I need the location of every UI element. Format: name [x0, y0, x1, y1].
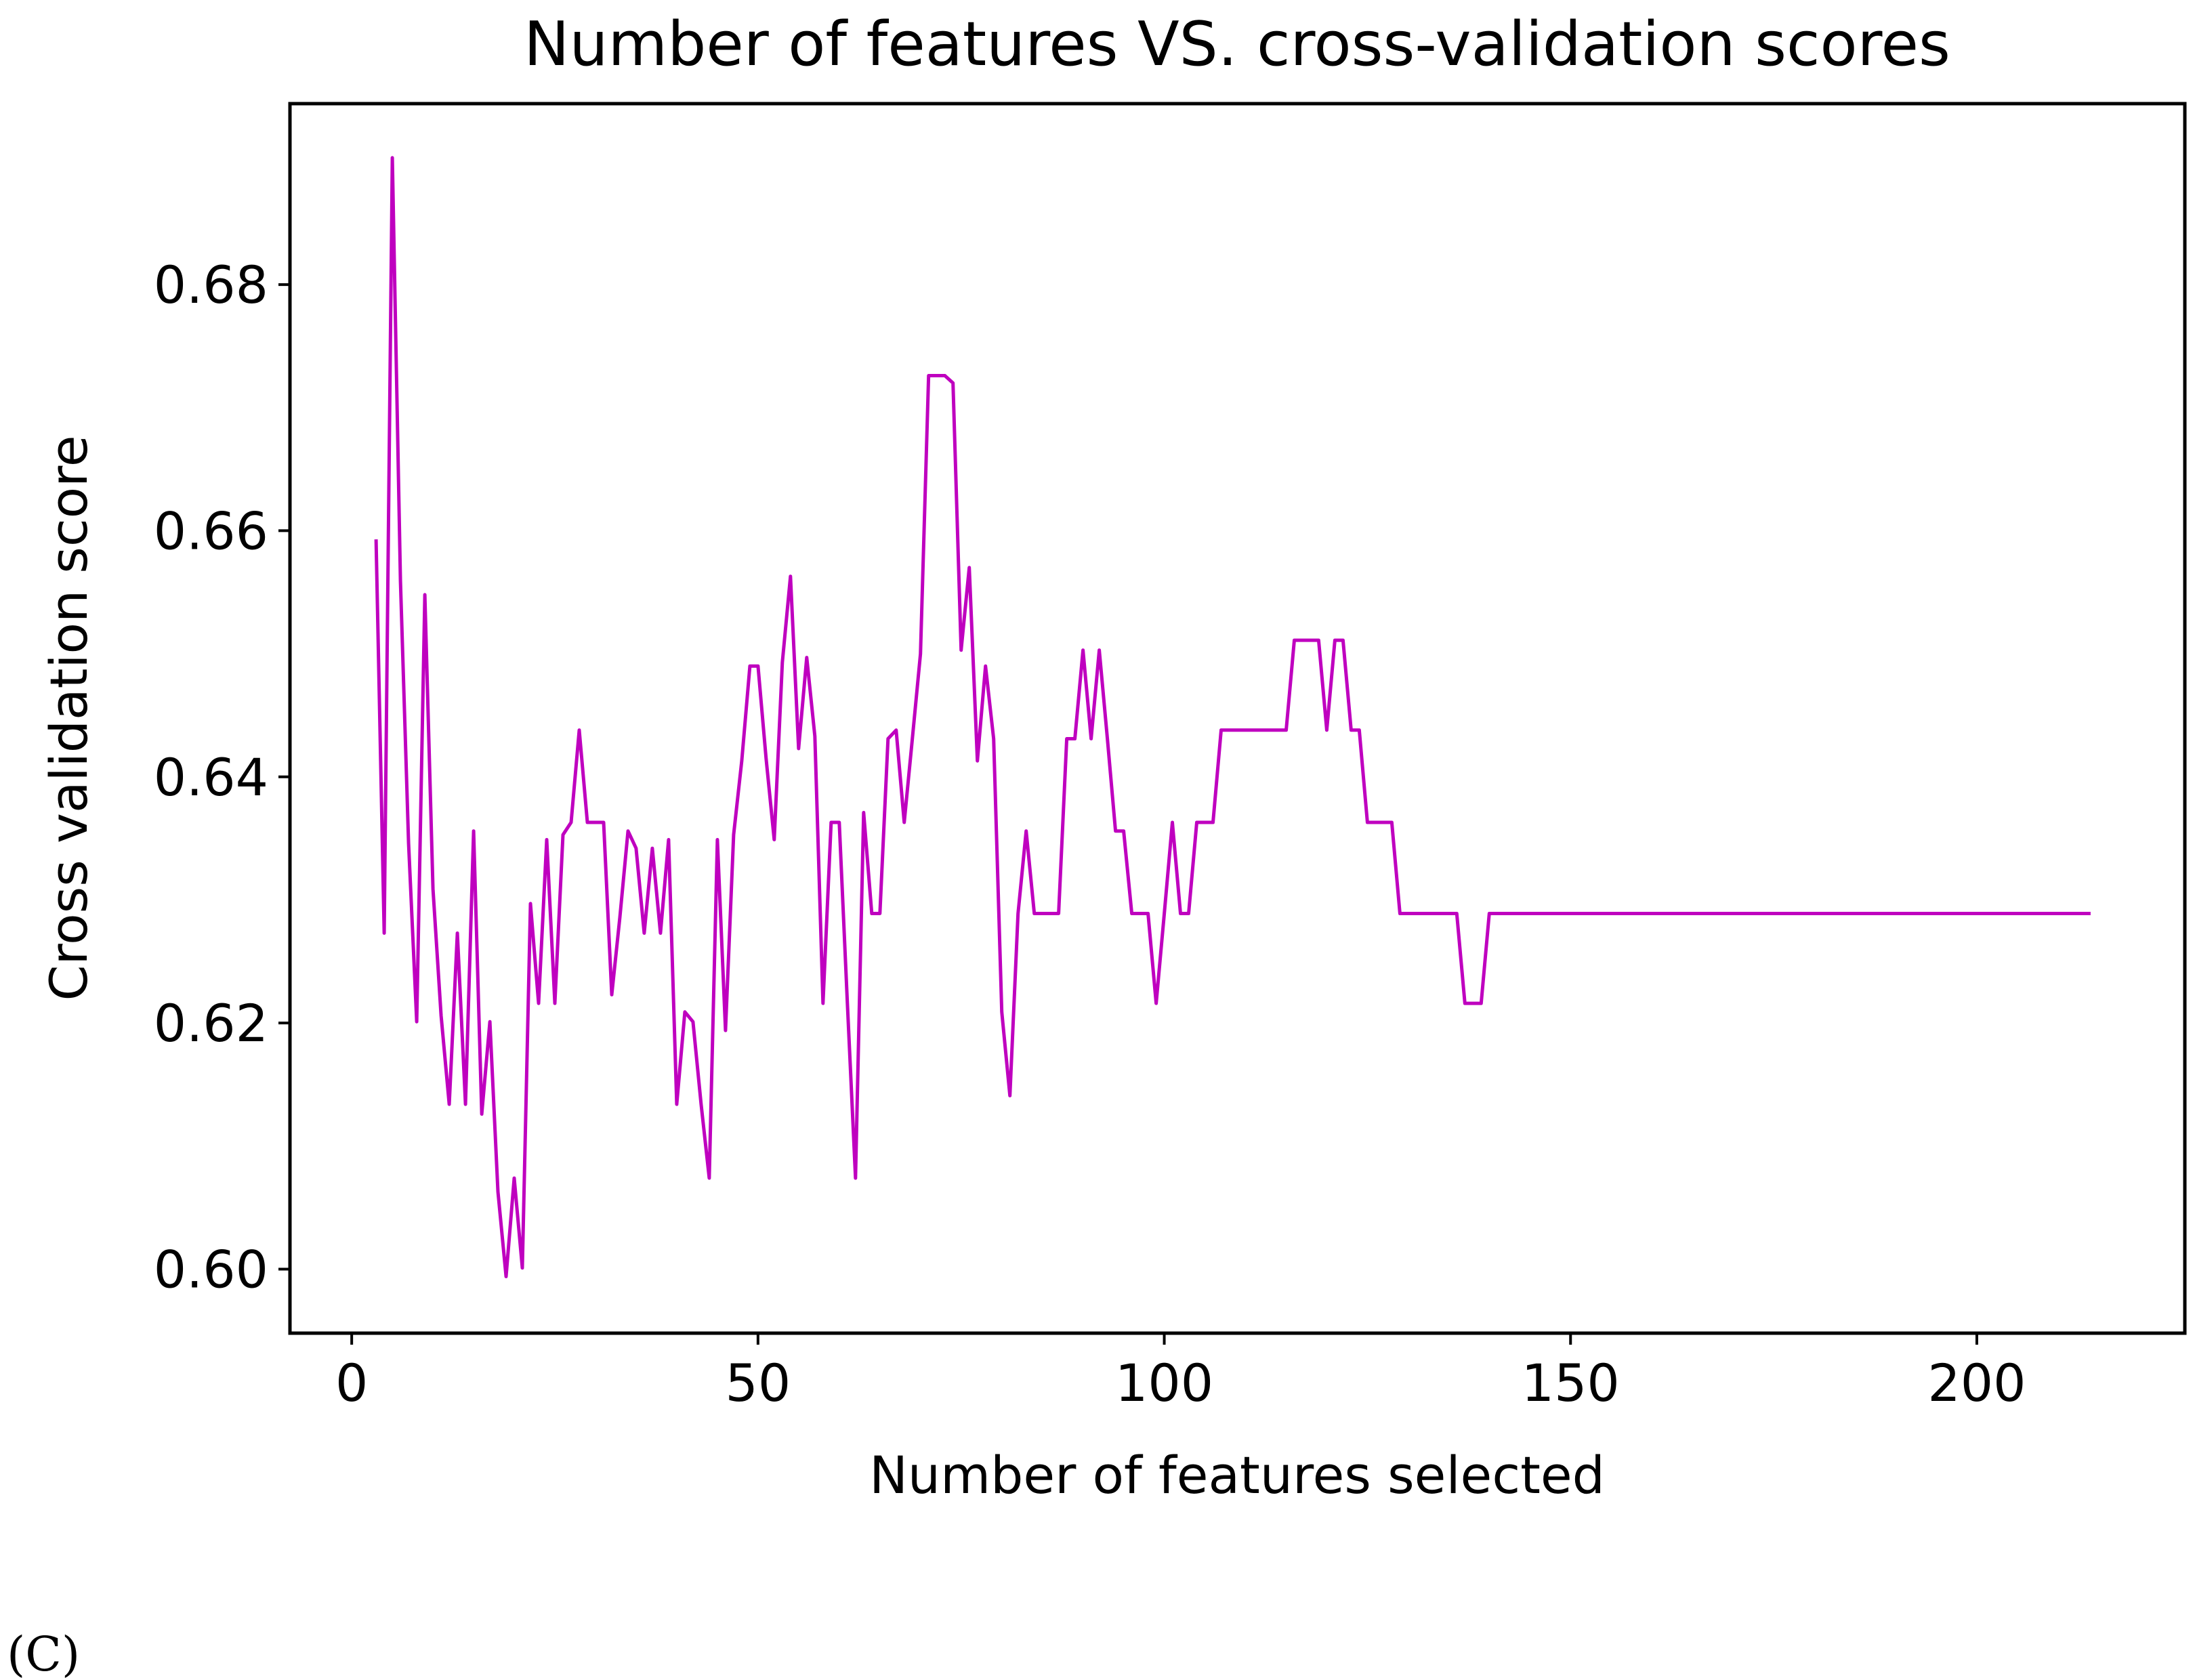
y-axis-label: Cross validation score: [39, 435, 99, 1001]
y-tick-label: 0.64: [154, 747, 268, 807]
x-tick-label: 50: [725, 1353, 791, 1413]
y-tick-label: 0.60: [154, 1240, 268, 1300]
x-tick-label: 150: [1522, 1353, 1620, 1413]
x-tick-label: 200: [1927, 1353, 2026, 1413]
y-tick-label: 0.68: [154, 255, 268, 315]
plot-area: 0 50 100 150 200 0.60 0.62 0.64 0.66 0.68: [154, 102, 2187, 1413]
panel-label: (C): [7, 1626, 80, 1680]
chart-title: Number of features VS. cross-validation …: [524, 9, 1950, 80]
y-tick-label: 0.66: [154, 501, 268, 561]
x-tick-label: 0: [335, 1353, 368, 1413]
y-tick-label: 0.62: [154, 993, 268, 1053]
plot-frame: [288, 102, 2187, 1335]
y-axis: 0.60 0.62 0.64 0.66 0.68: [154, 255, 290, 1300]
x-axis: 0 50 100 150 200: [335, 1333, 2026, 1413]
series-line: [374, 156, 2091, 1278]
x-tick-label: 100: [1115, 1353, 1213, 1413]
x-axis-label: Number of features selected: [869, 1445, 1605, 1505]
